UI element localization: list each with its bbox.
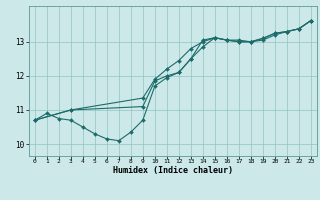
X-axis label: Humidex (Indice chaleur): Humidex (Indice chaleur) xyxy=(113,166,233,175)
